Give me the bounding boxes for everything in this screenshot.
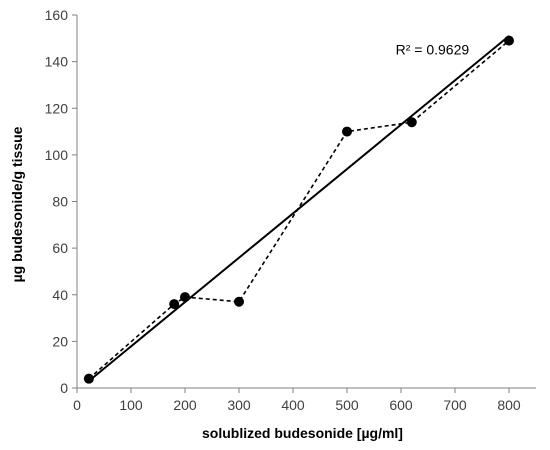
annotations: R² = 0.9629: [396, 42, 470, 58]
trendline-layer: [88, 35, 510, 382]
x-tick-label: 800: [497, 397, 521, 413]
data-point: [83, 373, 94, 384]
y-tick-label: 120: [45, 100, 69, 116]
x-tick-label: 200: [173, 397, 197, 413]
x-axis-title: solublized budesonide [µg/ml]: [202, 425, 403, 441]
data-point: [234, 296, 244, 307]
y-tick-label: 40: [52, 287, 68, 303]
x-tick-label: 500: [335, 397, 359, 413]
data-point: [180, 292, 190, 303]
r-squared-label: R² = 0.9629: [396, 42, 470, 58]
data-point: [169, 299, 180, 310]
x-tick-label: 700: [443, 397, 467, 413]
x-tick-label: 0: [73, 397, 81, 413]
linear-trendline: [88, 35, 510, 382]
y-axis-title: µg budesonide/g tissue: [9, 126, 25, 282]
x-tick-label: 300: [227, 397, 251, 413]
y-tick-label: 20: [52, 333, 68, 349]
y-tick-label: 160: [45, 7, 69, 23]
y-tick-label: 0: [60, 380, 68, 396]
data-point: [406, 117, 417, 128]
y-tick-label: 80: [52, 194, 68, 210]
x-tick-label: 400: [281, 397, 305, 413]
x-tick-label: 100: [119, 397, 143, 413]
y-tick-label: 140: [45, 54, 69, 70]
data-point: [504, 35, 514, 46]
y-tick-label: 60: [52, 240, 68, 256]
data-point: [342, 126, 352, 137]
series-layer: [83, 35, 514, 384]
y-tick-label: 100: [45, 147, 69, 163]
ticks: 0 100 200 300 400 500 600 700 800 0 20 40 60 80 100 120…: [45, 7, 521, 413]
x-tick-label: 600: [389, 397, 413, 413]
